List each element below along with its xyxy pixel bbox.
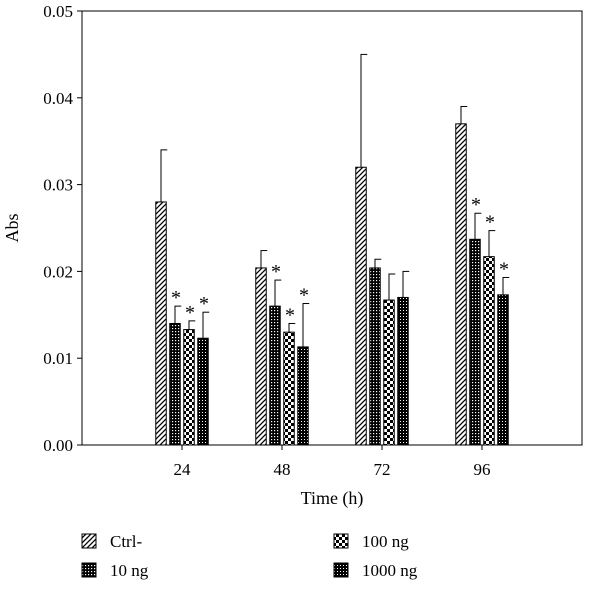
y-axis-ticks: 0.00 0.01 0.02 0.03 0.04 0.05 (43, 2, 82, 455)
significance-marker: * (299, 285, 309, 307)
significance-marker: * (199, 293, 209, 315)
significance-marker: * (185, 302, 195, 324)
bar (283, 331, 295, 446)
bar (255, 267, 267, 446)
legend-swatch (81, 533, 97, 549)
significance-marker: * (485, 212, 495, 234)
y-tick-label: 0.03 (43, 176, 73, 195)
bar (297, 346, 309, 446)
y-tick-label: 0.00 (43, 436, 73, 455)
y-tick-label: 0.04 (43, 89, 73, 108)
bar (169, 322, 181, 446)
bar (383, 299, 395, 446)
significance-marker: * (499, 258, 509, 280)
bar (269, 305, 281, 446)
x-tick-label: 72 (374, 460, 391, 479)
x-axis-ticks: 24 48 72 96 (174, 445, 491, 479)
legend-swatch (333, 562, 349, 578)
legend-label: 10 ng (110, 561, 149, 580)
significance-marker: * (471, 194, 481, 216)
y-tick-label: 0.05 (43, 2, 73, 21)
bar (497, 294, 509, 446)
x-tick-label: 24 (174, 460, 192, 479)
legend-label: 1000 ng (362, 561, 418, 580)
bar (183, 329, 195, 446)
legend: Ctrl- 10 ng 100 ng 1000 ng (81, 532, 418, 580)
bar (197, 337, 209, 446)
bar-series: ** ******* (155, 53, 510, 446)
bar (369, 267, 381, 446)
bar (155, 201, 167, 446)
y-tick-label: 0.01 (43, 349, 73, 368)
bar (397, 296, 409, 446)
y-axis-title: Abs (2, 213, 22, 242)
significance-marker: * (285, 304, 295, 326)
plot-frame (81, 10, 583, 446)
y-tick-label: 0.02 (43, 262, 73, 281)
bar (469, 238, 481, 446)
legend-label: 100 ng (362, 532, 409, 551)
significance-marker: * (271, 261, 281, 283)
bar (483, 256, 495, 446)
legend-swatch (81, 562, 97, 578)
x-axis-title: Time (h) (301, 488, 364, 509)
bar (355, 166, 367, 446)
legend-swatch (333, 533, 349, 549)
x-tick-label: 48 (274, 460, 291, 479)
bar (455, 123, 467, 446)
legend-label: Ctrl- (110, 532, 142, 551)
significance-marker: * (171, 287, 181, 309)
x-tick-label: 96 (474, 460, 491, 479)
